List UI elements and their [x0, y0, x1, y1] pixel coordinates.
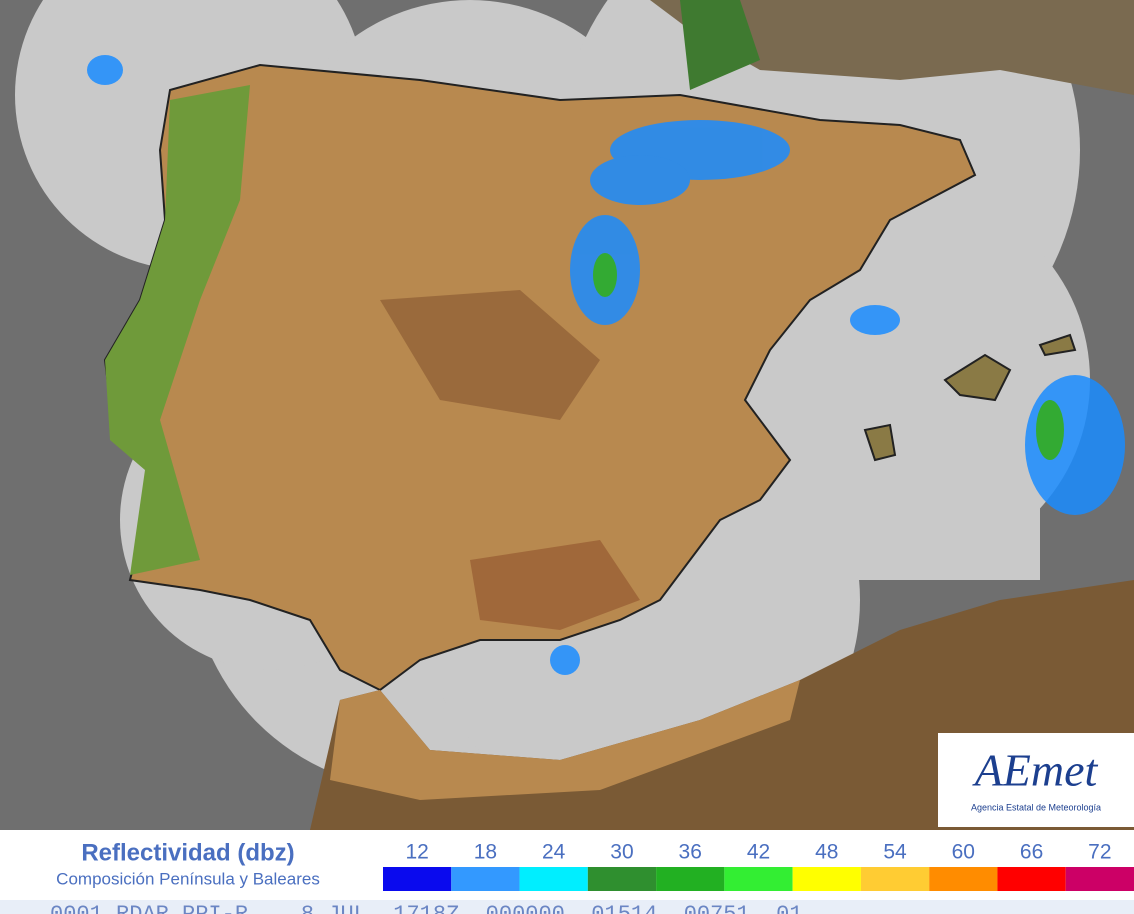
scale-label: 12 — [405, 841, 428, 864]
footer-strip — [0, 900, 1134, 914]
scale-label: 18 — [474, 841, 497, 864]
legend-title: Reflectividad (dbz) — [81, 839, 294, 866]
scale-label: 72 — [1088, 841, 1111, 864]
balearic-islands — [863, 333, 1077, 462]
scale-swatch — [792, 867, 861, 891]
scale-swatch — [519, 867, 588, 891]
logo-name: AEmet — [972, 745, 1099, 796]
footer-text: 0001 RDAR PPI-R 8 JUL 1718Z 000000 01514… — [50, 902, 803, 914]
africa-coast — [330, 680, 800, 800]
scale-label: 42 — [747, 841, 770, 864]
scale-label: 30 — [610, 841, 633, 864]
scale-swatch — [860, 867, 930, 891]
scale-swatch — [1065, 867, 1134, 891]
scale-swatch — [383, 867, 452, 891]
legend-subtitle: Composición Península y Baleares — [56, 869, 320, 888]
scale-swatch — [587, 867, 657, 891]
iberia-lowlands-west — [105, 85, 250, 575]
scale-label: 60 — [952, 841, 975, 864]
sierra — [470, 540, 640, 630]
france — [300, 0, 1134, 95]
logo-agency: Agencia Estatal de Meteorología — [971, 802, 1101, 812]
scale-label: 54 — [883, 841, 907, 864]
scale-label: 24 — [542, 841, 566, 864]
scale-swatch — [451, 867, 520, 891]
scale-swatch — [724, 867, 793, 891]
logo-box — [938, 733, 1134, 827]
legend-scale: 12 18 24 30 36 42 48 54 60 66 72 — [383, 841, 1134, 891]
france-coast — [680, 0, 760, 90]
scale-label: 36 — [679, 841, 702, 864]
iberia-highlands — [380, 290, 600, 420]
echo-cores — [593, 253, 1064, 460]
scale-label: 66 — [1020, 841, 1043, 864]
scale-swatch — [997, 867, 1066, 891]
scale-label: 48 — [815, 841, 838, 864]
scale-swatch — [656, 867, 725, 891]
scale-swatch — [929, 867, 998, 891]
